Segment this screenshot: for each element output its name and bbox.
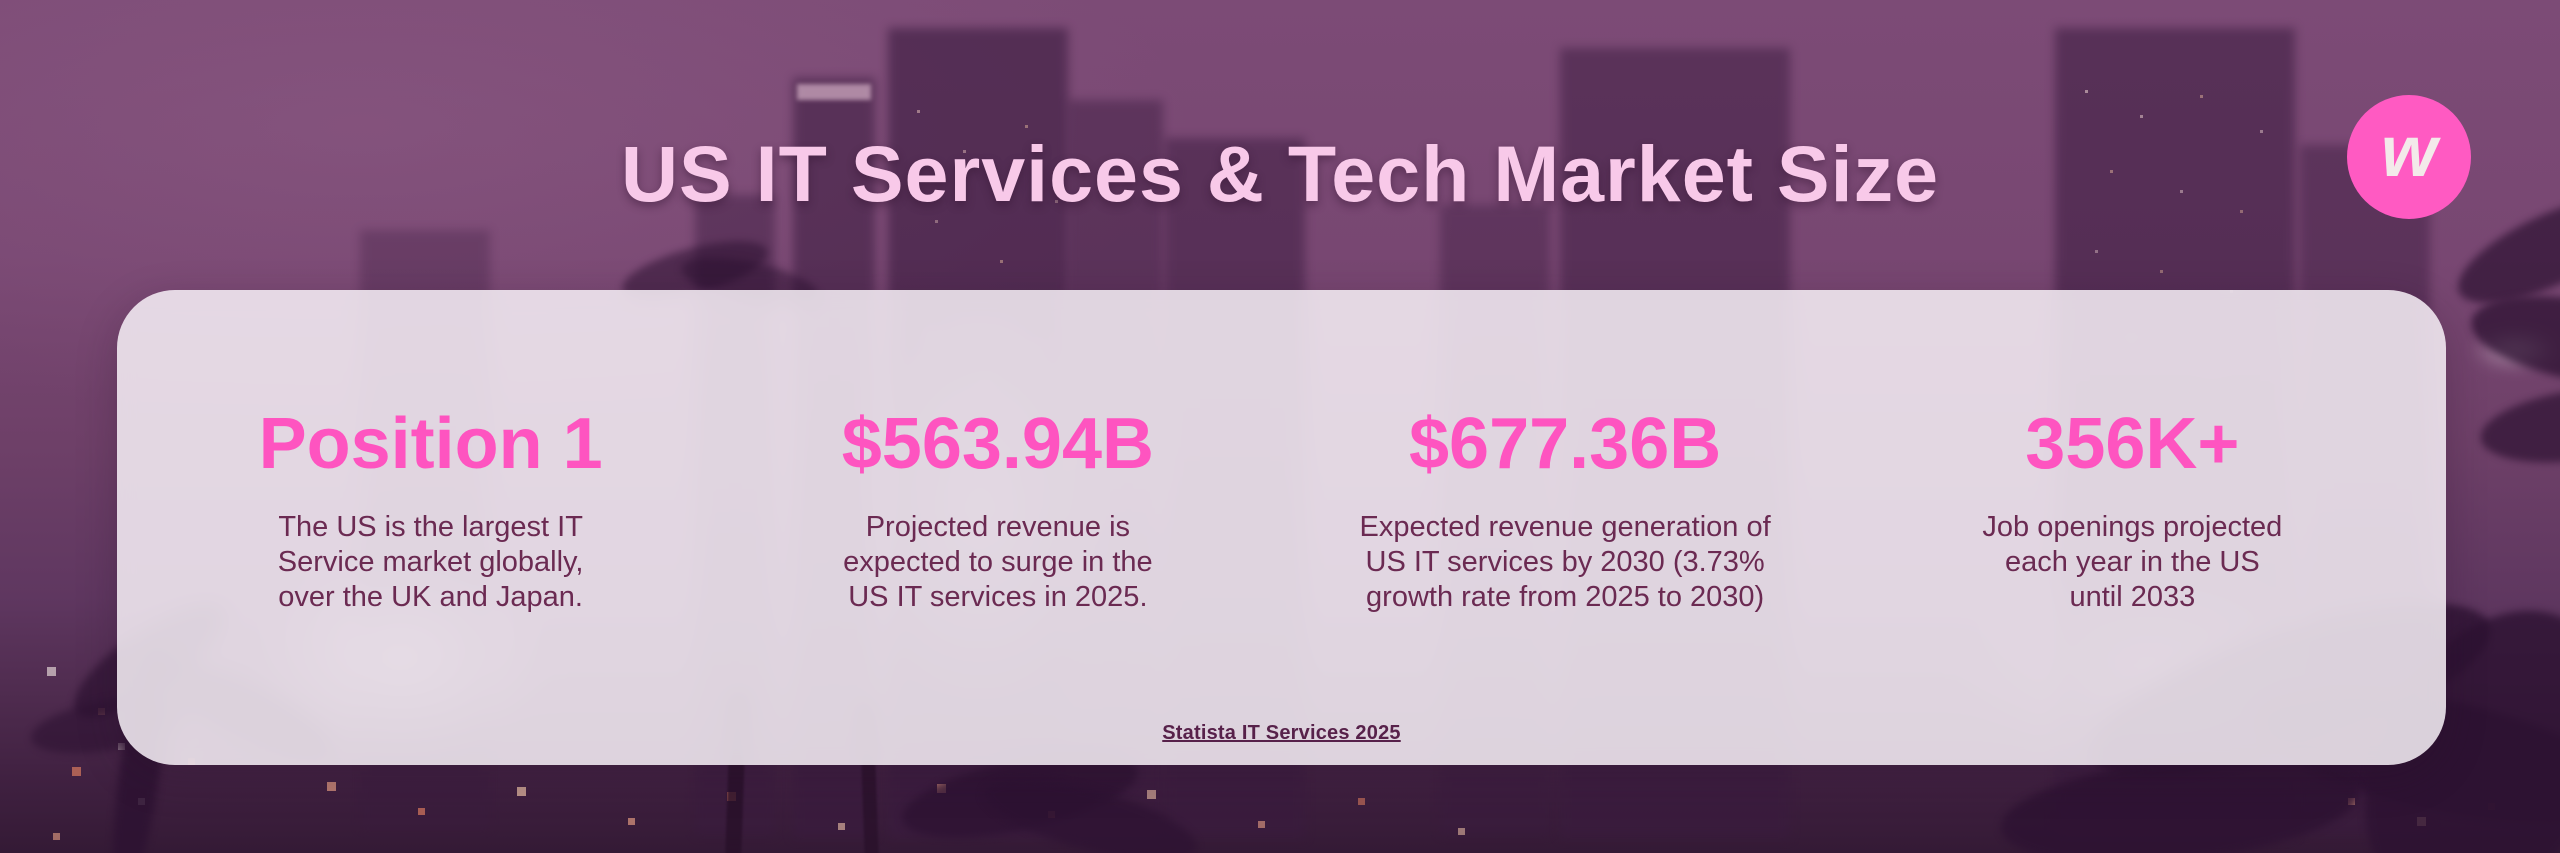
stat-value: $677.36B [1408, 404, 1722, 484]
stat-description: Projected revenue is expected to surge i… [843, 511, 1153, 614]
bg-window-lights [2070, 60, 2073, 63]
bg-building-lit-crown [797, 84, 871, 100]
stat-value: Position 1 [258, 404, 603, 484]
brand-logo-letter: w [2380, 112, 2437, 192]
stat-description: Job openings projected each year in the … [1982, 511, 2283, 614]
stat-column-revenue-2025: $563.94B Projected revenue is expected t… [714, 408, 1281, 615]
stat-description: Expected revenue generation of US IT ser… [1359, 511, 1771, 614]
bg-window-lights [905, 80, 908, 83]
stat-value: 356K+ [2025, 404, 2240, 484]
bg-street-lights [300, 775, 303, 778]
brand-logo[interactable]: w [2347, 95, 2471, 219]
stat-description: The US is the largest IT Service market … [277, 511, 584, 614]
page-title: US IT Services & Tech Market Size [620, 129, 1940, 218]
stat-value: $563.94B [841, 404, 1154, 484]
stats-grid: Position 1 The US is the largest IT Serv… [117, 290, 2446, 615]
stat-column-revenue-2030: $677.36B Expected revenue generation of … [1282, 408, 1849, 615]
palm-silhouette [2476, 376, 2560, 474]
bg-bokeh-lights [30, 650, 33, 653]
stat-column-job-openings: 356K+ Job openings projected each year i… [1849, 408, 2416, 615]
source-citation-link[interactable]: Statista IT Services 2025 [1162, 722, 1401, 744]
stats-card: Position 1 The US is the largest IT Serv… [117, 290, 2446, 765]
stat-column-position: Position 1 The US is the largest IT Serv… [147, 408, 714, 615]
